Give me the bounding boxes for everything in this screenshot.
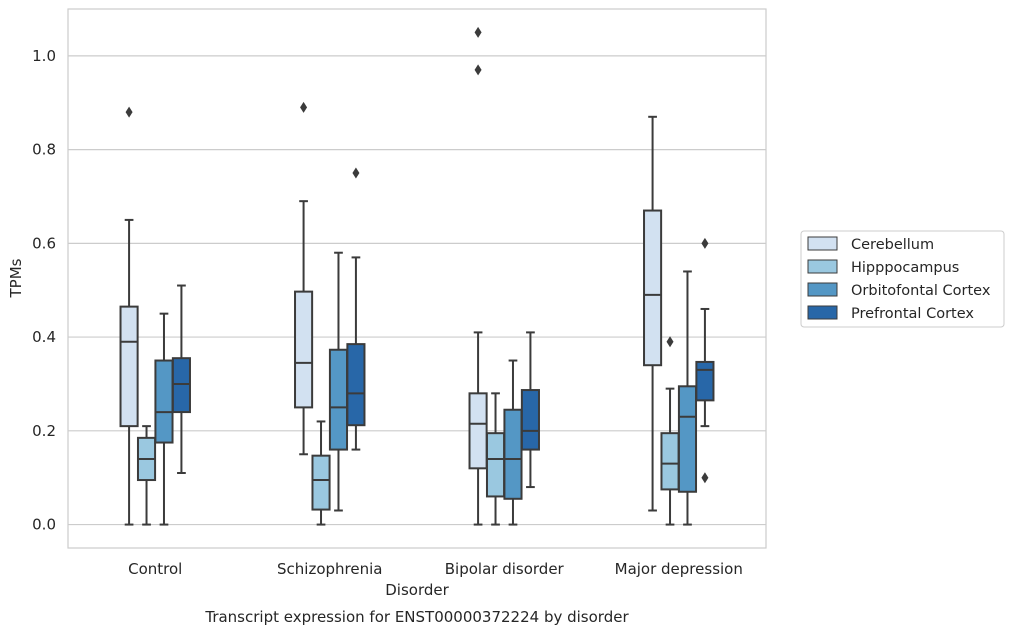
legend: Cerebellum Hipppocampus Orbitofontal Corte… [800, 230, 1005, 328]
box-iqr [328, 348, 349, 451]
x-tick-label: Schizophrenia [277, 560, 382, 578]
box-iqr [171, 357, 191, 414]
outlier-point [474, 26, 482, 38]
outlier-point [701, 237, 709, 249]
box-group [643, 115, 663, 512]
legend-swatch [807, 236, 838, 251]
box-group [136, 425, 157, 526]
y-tick-label: 0.2 [32, 422, 56, 440]
x-tick-label: Major depression [615, 560, 743, 578]
box-iqr [119, 305, 139, 428]
legend-swatch [807, 305, 838, 320]
box-group [695, 237, 715, 484]
y-tick-label: 0.4 [32, 328, 56, 346]
y-axis-ticks: 0.0 0.2 0.4 0.6 0.8 1.0 [32, 47, 56, 534]
box-group [485, 392, 506, 526]
grid-lines [68, 55, 766, 526]
box-iqr [695, 360, 715, 402]
legend-label: Orbitofontal Cortex [851, 283, 991, 299]
y-tick-label: 0.8 [32, 141, 56, 159]
box-group [154, 312, 174, 526]
box-iqr [468, 392, 488, 470]
y-tick-label: 0.0 [32, 516, 56, 534]
box-group [503, 359, 523, 526]
box-group [677, 270, 698, 526]
box-iqr [503, 408, 523, 500]
legend-frame [800, 230, 1005, 328]
y-axis-label: TPMs [7, 258, 25, 298]
box-group [660, 336, 680, 526]
legend-label: Hipppocampus [851, 260, 959, 276]
box-iqr [485, 432, 506, 498]
box-iqr [643, 209, 663, 367]
box-iqr [294, 290, 314, 409]
box-iqr [154, 359, 174, 444]
plot-frame [67, 8, 767, 549]
outlier-point [300, 101, 308, 113]
x-axis-ticks: Control Schizophrenia Bipolar disorder Majo… [128, 560, 743, 578]
y-tick-label: 1.0 [32, 47, 56, 65]
box-plots [119, 26, 715, 526]
box-group [171, 284, 191, 475]
outlier-point [125, 106, 133, 118]
x-axis-label: Disorder [385, 581, 449, 599]
box-iqr [677, 385, 698, 493]
outlier-point [474, 64, 482, 76]
legend-label: Prefrontal Cortex [851, 306, 974, 322]
legend-label: Cerebellum [851, 237, 934, 253]
chart-caption: Transcript expression for ENST0000037222… [204, 608, 629, 626]
y-tick-label: 0.6 [32, 234, 56, 252]
outlier-point [352, 167, 360, 179]
box-group [294, 101, 314, 456]
box-group [328, 251, 349, 512]
box-group [520, 331, 540, 489]
box-iqr [520, 389, 540, 451]
box-group [311, 420, 331, 526]
box-group [468, 26, 488, 526]
box-group [119, 106, 139, 526]
box-iqr [311, 454, 331, 511]
box-iqr [346, 343, 366, 427]
x-tick-label: Bipolar disorder [445, 560, 565, 578]
legend-swatch [807, 282, 838, 297]
box-group [346, 167, 366, 451]
legend-swatch [807, 259, 838, 274]
outlier-point [701, 472, 709, 484]
box-iqr [660, 432, 680, 491]
outlier-point [666, 336, 674, 348]
x-tick-label: Control [128, 560, 182, 578]
